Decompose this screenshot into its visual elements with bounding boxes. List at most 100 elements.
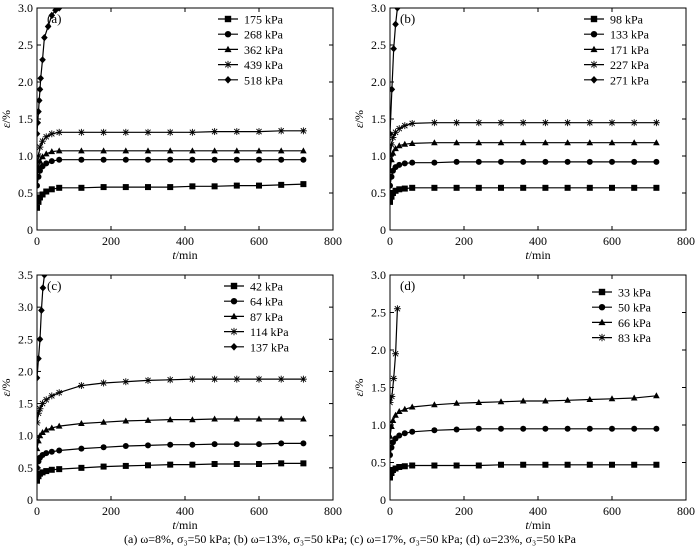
data-point bbox=[519, 139, 527, 146]
data-point bbox=[39, 191, 46, 198]
data-point bbox=[37, 335, 44, 343]
data-point bbox=[37, 405, 44, 413]
legend-item: 66 kPa bbox=[592, 316, 652, 330]
data-point bbox=[392, 187, 399, 194]
panel-label: (c) bbox=[47, 278, 61, 293]
data-point bbox=[145, 184, 151, 191]
data-point bbox=[122, 147, 130, 154]
y-tick-label: 1.0 bbox=[18, 429, 33, 443]
data-point bbox=[453, 139, 460, 146]
data-point bbox=[653, 392, 660, 399]
data-point bbox=[390, 173, 395, 180]
x-tick-label: 200 bbox=[102, 234, 120, 248]
data-point bbox=[233, 128, 241, 136]
y-tick-label: 0.5 bbox=[18, 186, 33, 200]
chart-panel-4: 0 200 400 600 800 0 0.5 1.0 1.5 2.0 2.5 3.0 t/min ε/%… bbox=[352, 268, 695, 532]
data-point bbox=[145, 442, 151, 449]
y-tick-label: 0 bbox=[380, 223, 386, 237]
data-point bbox=[100, 379, 108, 387]
y-axis-label: ε/% bbox=[0, 378, 13, 396]
data-point bbox=[189, 461, 196, 468]
data-point bbox=[542, 139, 549, 146]
data-point bbox=[211, 441, 218, 448]
x-tick-label: 0 bbox=[34, 234, 40, 248]
y-tick-label: 3.5 bbox=[18, 268, 33, 282]
series-3 bbox=[390, 139, 660, 174]
data-point bbox=[542, 158, 549, 165]
data-point bbox=[211, 415, 218, 422]
x-axis-label: t/min bbox=[172, 518, 197, 532]
data-point bbox=[256, 441, 262, 448]
series-line bbox=[390, 142, 657, 171]
data-point bbox=[278, 156, 285, 163]
data-point bbox=[497, 398, 505, 405]
data-point bbox=[42, 426, 50, 433]
data-point bbox=[37, 445, 41, 452]
series-2 bbox=[390, 158, 660, 189]
data-point bbox=[586, 461, 593, 468]
legend-item: 227 kPa bbox=[584, 58, 650, 72]
y-tick-label: 0.5 bbox=[371, 186, 386, 200]
series-1 bbox=[390, 184, 660, 205]
legend-label: 439 kPa bbox=[244, 58, 284, 72]
legend-label: 137 kPa bbox=[250, 340, 290, 354]
data-point bbox=[498, 158, 504, 165]
data-point bbox=[630, 139, 638, 146]
x-tick-label: 0 bbox=[387, 504, 393, 518]
legend-marker bbox=[224, 75, 232, 84]
series-4 bbox=[390, 119, 660, 160]
data-point bbox=[542, 184, 549, 191]
data-point bbox=[43, 188, 50, 195]
data-point bbox=[189, 183, 196, 190]
data-point bbox=[390, 45, 397, 53]
x-tick-label: 800 bbox=[324, 504, 342, 518]
data-point bbox=[255, 375, 263, 383]
data-layer bbox=[37, 8, 307, 211]
series-5 bbox=[37, 275, 48, 382]
data-point bbox=[542, 397, 549, 404]
y-tick-label: 2.5 bbox=[371, 38, 386, 52]
legend-label: 42 kPa bbox=[250, 280, 284, 294]
data-point bbox=[475, 184, 482, 191]
data-point bbox=[39, 400, 46, 408]
legend-marker bbox=[224, 60, 232, 69]
data-point bbox=[37, 143, 44, 151]
x-tick-label: 600 bbox=[250, 234, 268, 248]
data-point bbox=[390, 444, 395, 451]
data-point bbox=[41, 275, 48, 279]
data-point bbox=[37, 204, 40, 211]
legend-marker bbox=[590, 15, 598, 23]
data-point bbox=[609, 158, 615, 165]
series-3 bbox=[37, 415, 307, 452]
legend-marker bbox=[598, 318, 606, 326]
y-tick-label: 0 bbox=[380, 493, 386, 507]
data-point bbox=[453, 426, 460, 433]
y-tick-label: 2.5 bbox=[18, 38, 33, 52]
data-point bbox=[48, 424, 56, 431]
series-line bbox=[37, 159, 304, 186]
data-point bbox=[37, 437, 42, 444]
legend-marker bbox=[590, 31, 598, 38]
y-tick-label: 1.5 bbox=[18, 397, 33, 411]
data-point bbox=[144, 128, 152, 136]
data-point bbox=[39, 137, 46, 145]
data-point bbox=[78, 156, 85, 163]
data-point bbox=[498, 184, 504, 191]
legend-marker bbox=[598, 304, 606, 311]
data-point bbox=[497, 139, 505, 146]
data-point bbox=[390, 474, 393, 481]
x-tick-label: 800 bbox=[677, 504, 695, 518]
data-point bbox=[37, 374, 41, 382]
data-point bbox=[55, 147, 63, 154]
data-point bbox=[401, 140, 409, 147]
data-point bbox=[145, 462, 151, 469]
data-point bbox=[586, 425, 593, 432]
x-tick-label: 0 bbox=[387, 234, 393, 248]
series-1 bbox=[37, 181, 307, 211]
y-tick-label: 1.0 bbox=[18, 149, 33, 163]
data-point bbox=[390, 375, 398, 382]
series-2 bbox=[37, 440, 307, 471]
data-point bbox=[211, 461, 218, 467]
data-point bbox=[453, 184, 460, 191]
